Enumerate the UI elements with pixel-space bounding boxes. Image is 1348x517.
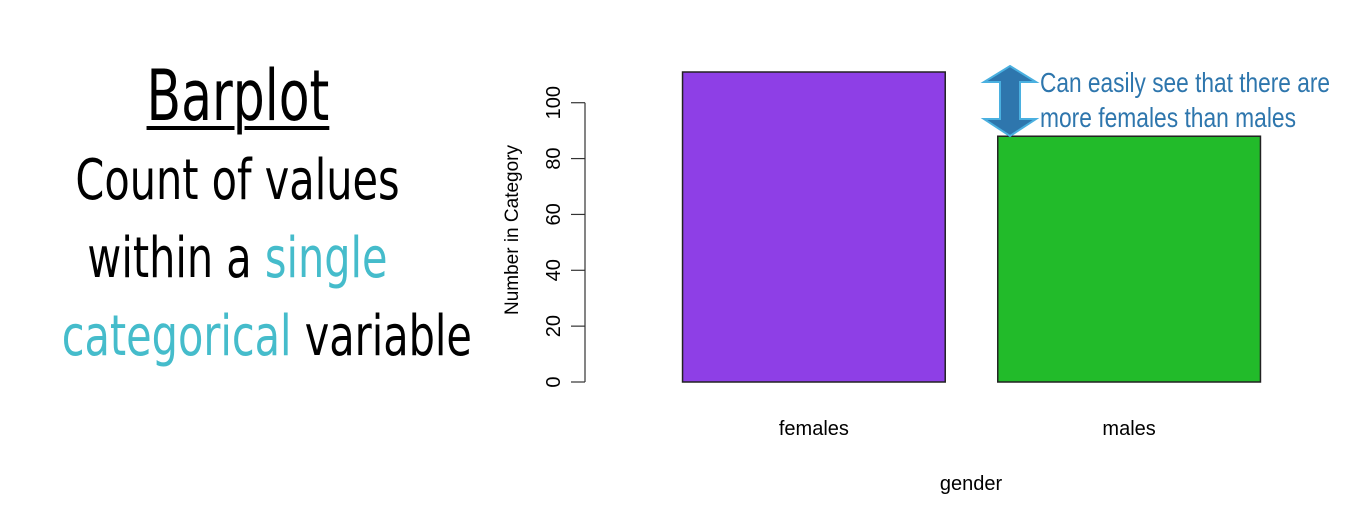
y-tick-label-60: 60 [543, 203, 565, 225]
highlight-categorical: categorical [61, 304, 292, 369]
desc-line-1: Count of values [75, 148, 400, 213]
y-axis: 0 20 40 60 80 100 [543, 86, 586, 388]
y-axis-label: Number in Category [502, 144, 523, 315]
x-tick-label-males: males [1102, 418, 1155, 440]
x-axis-label: gender [940, 473, 1003, 495]
bar-chart-svg: 0 20 40 60 80 100 females males gender Number … [502, 64, 1330, 495]
slide-text-panel: Barplot Count of values within a single … [0, 50, 475, 376]
annotation-line-2: more females than males [1040, 102, 1296, 133]
bar-males [997, 135, 1262, 383]
highlight-single: single [264, 226, 388, 291]
y-tick-label-40: 40 [543, 259, 565, 281]
annotation: Can easily see that there are more femal… [980, 64, 1330, 138]
y-tick-label-0: 0 [543, 376, 565, 387]
bar-chart: 0 20 40 60 80 100 females males gender Number … [480, 0, 1348, 512]
x-tick-labels: females males [779, 418, 1156, 440]
y-tick-label-80: 80 [543, 147, 565, 169]
x-tick-label-females: females [779, 418, 849, 440]
double-arrow-icon [980, 64, 1040, 138]
desc-line-3: categorical variable [61, 304, 472, 369]
desc-line-2: within a single [87, 226, 388, 291]
y-tick-label-100: 100 [543, 86, 565, 119]
slide-title: Barplot [146, 55, 329, 137]
y-tick-label-20: 20 [543, 315, 565, 337]
annotation-line-1: Can easily see that there are [1040, 67, 1330, 98]
slide-description: Count of values within a single categori… [0, 142, 475, 376]
bar-females [681, 71, 946, 383]
bars-group [681, 71, 1262, 383]
